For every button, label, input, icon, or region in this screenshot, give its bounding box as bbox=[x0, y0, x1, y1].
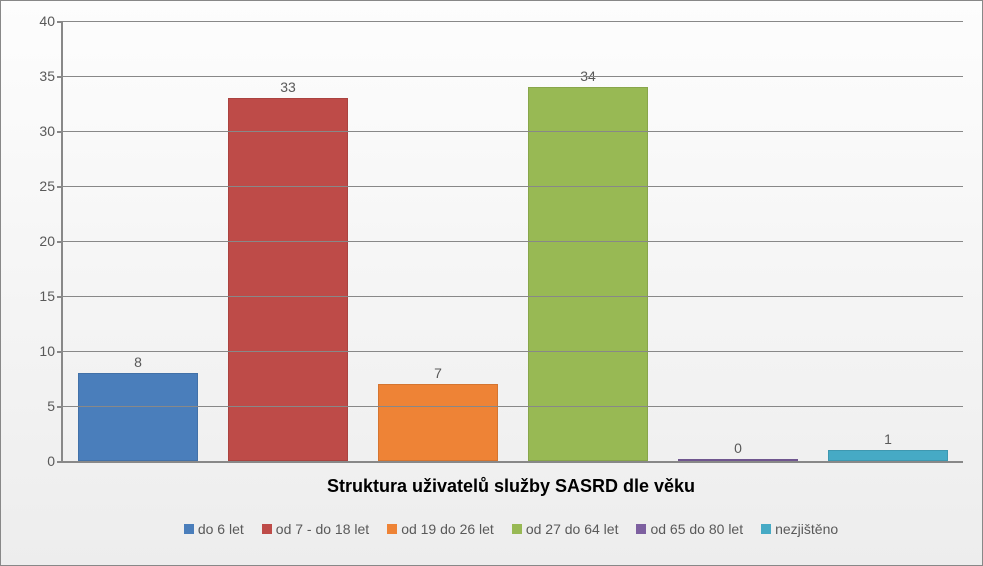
bar: 8 bbox=[78, 373, 198, 461]
bar-value-label: 8 bbox=[134, 354, 142, 370]
bar-value-label: 1 bbox=[884, 431, 892, 447]
legend-item: od 27 do 64 let bbox=[512, 521, 619, 537]
ytick-mark bbox=[57, 351, 63, 353]
legend-label: od 27 do 64 let bbox=[526, 521, 619, 537]
chart-container: 83373401 0510152025303540 Struktura uživ… bbox=[0, 0, 983, 566]
ytick-mark bbox=[57, 131, 63, 133]
ytick-label: 0 bbox=[47, 453, 55, 469]
ytick-mark bbox=[57, 21, 63, 23]
legend-item: od 19 do 26 let bbox=[387, 521, 494, 537]
ytick-mark bbox=[57, 186, 63, 188]
legend-label: od 65 do 80 let bbox=[650, 521, 743, 537]
x-axis-title: Struktura uživatelů služby SASRD dle věk… bbox=[61, 476, 961, 497]
plot-area: 83373401 0510152025303540 bbox=[61, 21, 963, 463]
legend: do 6 let od 7 - do 18 let od 19 do 26 let o… bbox=[61, 521, 961, 537]
ytick-label: 15 bbox=[39, 288, 55, 304]
legend-item: nezjištěno bbox=[761, 521, 838, 537]
bar: 0 bbox=[678, 459, 798, 461]
legend-item: od 65 do 80 let bbox=[636, 521, 743, 537]
ytick-mark bbox=[57, 406, 63, 408]
bar-value-label: 0 bbox=[734, 440, 742, 456]
gridline bbox=[63, 296, 963, 297]
ytick-label: 20 bbox=[39, 233, 55, 249]
ytick-mark bbox=[57, 296, 63, 298]
ytick-label: 25 bbox=[39, 178, 55, 194]
ytick-mark bbox=[57, 461, 63, 463]
legend-swatch bbox=[512, 524, 522, 534]
bar: 7 bbox=[378, 384, 498, 461]
ytick-label: 5 bbox=[47, 398, 55, 414]
gridline bbox=[63, 406, 963, 407]
bar-value-label: 33 bbox=[280, 79, 296, 95]
legend-item: od 7 - do 18 let bbox=[262, 521, 369, 537]
legend-swatch bbox=[262, 524, 272, 534]
gridline bbox=[63, 76, 963, 77]
gridline bbox=[63, 131, 963, 132]
legend-label: nezjištěno bbox=[775, 521, 838, 537]
legend-swatch bbox=[761, 524, 771, 534]
gridline bbox=[63, 351, 963, 352]
bar: 1 bbox=[828, 450, 948, 461]
legend-swatch bbox=[387, 524, 397, 534]
ytick-label: 10 bbox=[39, 343, 55, 359]
gridline bbox=[63, 241, 963, 242]
ytick-mark bbox=[57, 76, 63, 78]
ytick-label: 40 bbox=[39, 13, 55, 29]
legend-label: od 19 do 26 let bbox=[401, 521, 494, 537]
legend-item: do 6 let bbox=[184, 521, 244, 537]
legend-label: do 6 let bbox=[198, 521, 244, 537]
ytick-label: 35 bbox=[39, 68, 55, 84]
gridline bbox=[63, 186, 963, 187]
bar: 34 bbox=[528, 87, 648, 461]
ytick-mark bbox=[57, 241, 63, 243]
legend-swatch bbox=[636, 524, 646, 534]
ytick-label: 30 bbox=[39, 123, 55, 139]
legend-label: od 7 - do 18 let bbox=[276, 521, 369, 537]
legend-swatch bbox=[184, 524, 194, 534]
gridline bbox=[63, 21, 963, 22]
bar-value-label: 7 bbox=[434, 365, 442, 381]
